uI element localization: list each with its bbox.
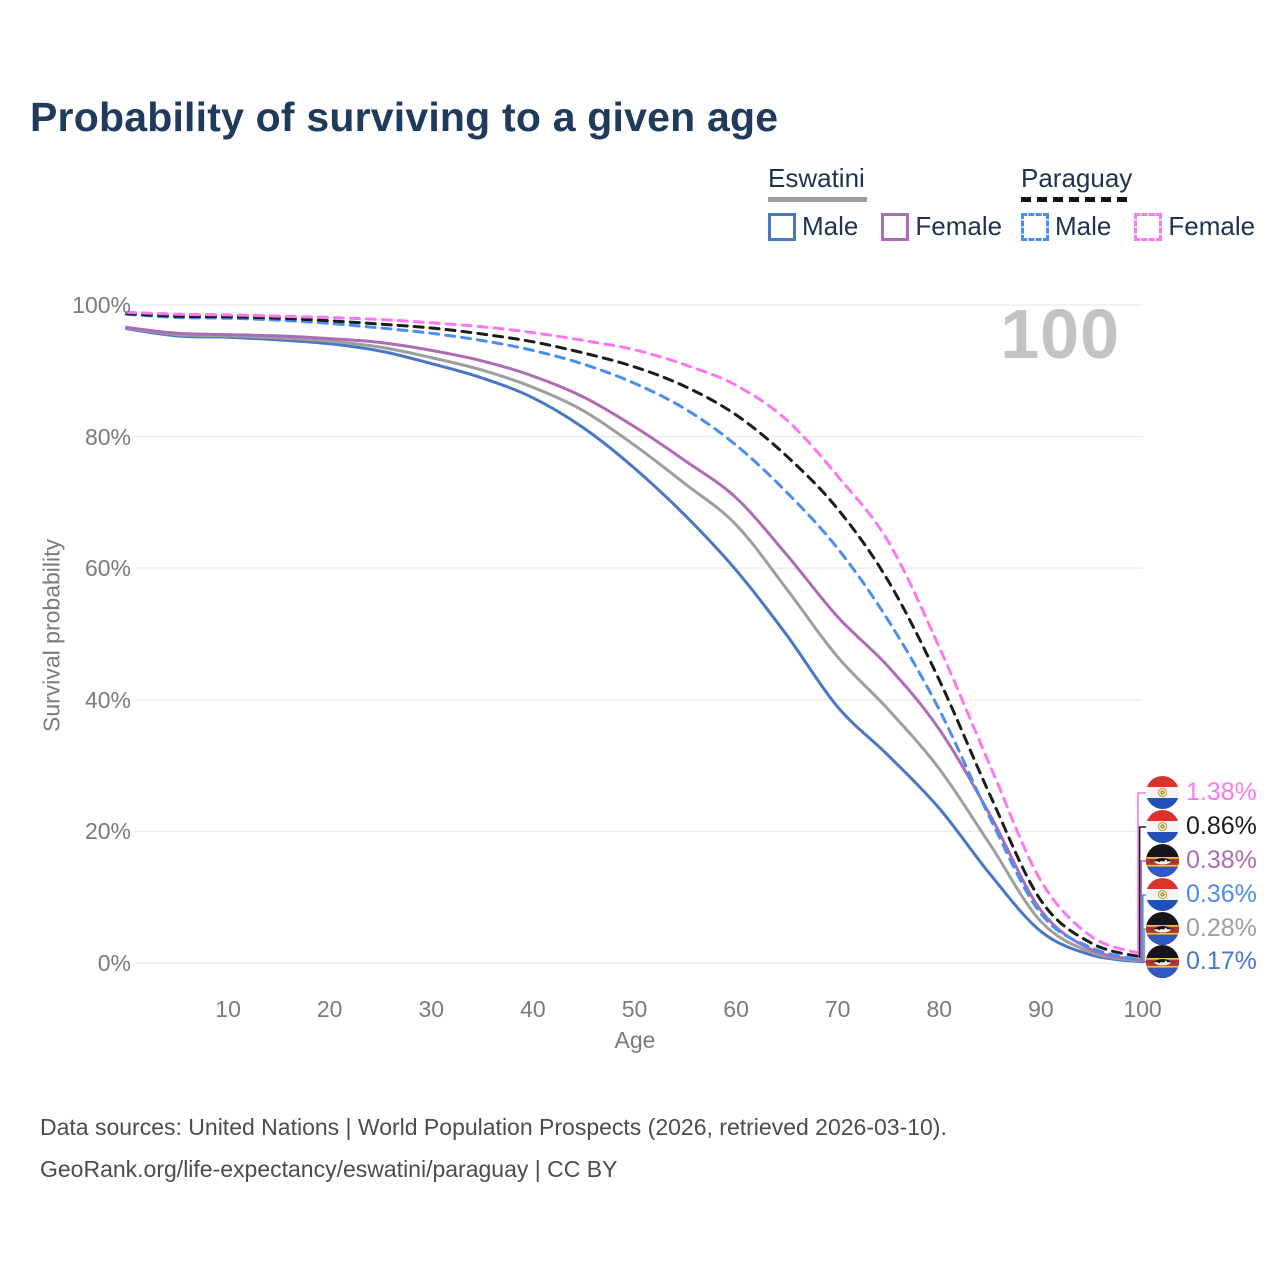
x-axis-tick-label: 40 (520, 996, 546, 1022)
y-axis-tick-label: 80% (84, 423, 131, 450)
x-axis-tick-label: 90 (1028, 996, 1054, 1022)
x-axis-tick-label: 30 (418, 996, 445, 1022)
x-axis-tick-label: 70 (824, 996, 851, 1022)
end-label-row-eswatini-both: 0.28% (1146, 912, 1257, 945)
end-label-value: 0.28% (1186, 914, 1257, 942)
legend-group-title-paraguay[interactable]: Paraguay (1021, 163, 1133, 193)
legend-item-paraguay-male[interactable]: Male (1021, 211, 1111, 242)
end-label-connector (1137, 792, 1146, 955)
y-axis-tick-label: 0% (97, 950, 131, 976)
x-axis-tick-label: 100 (1123, 996, 1162, 1022)
end-label-value: 0.36% (1186, 880, 1257, 908)
legend-item-label: Female (915, 211, 1003, 241)
series-line-eswatini-female-female[interactable] (125, 325, 1144, 962)
legend-group-title-eswatini[interactable]: Eswatini (768, 163, 865, 193)
x-axis-tick-label: 50 (621, 996, 648, 1022)
y-axis-tick-label: 60% (84, 555, 131, 582)
series-line-paraguay-male-male[interactable] (125, 312, 1144, 963)
legend-item-eswatini-male[interactable]: Male (768, 211, 858, 242)
legend-item-label: Male (1055, 211, 1112, 241)
page-title: Probability of surviving to a given age (30, 94, 779, 140)
series-line-paraguay-both[interactable] (125, 312, 1144, 959)
end-label-value: 1.38% (1186, 778, 1257, 806)
watermark-age-100: 100 (1000, 295, 1120, 373)
y-axis-tick-label: 20% (84, 818, 131, 845)
x-axis-tick-label: 60 (723, 996, 749, 1022)
end-label-row-paraguay-female-female: 1.38% (1146, 776, 1257, 809)
footer-data-sources: Data sources: United Nations | World Pop… (40, 1114, 947, 1140)
eswatini-flag-icon (1146, 912, 1179, 945)
eswatini-male-swatch-icon (768, 212, 796, 241)
legend-item-eswatini-female[interactable]: Female (881, 211, 1002, 242)
end-label-row-paraguay-male-male: 0.36% (1146, 878, 1257, 911)
legend-group-eswatini: Eswatini Male Female (768, 163, 1002, 242)
x-axis-tick-label: 80 (926, 996, 953, 1022)
end-label-value: 0.38% (1186, 846, 1257, 874)
x-axis-title: Age (614, 1027, 656, 1053)
legend-group-paraguay: Paraguay Male Female (1021, 163, 1255, 242)
series-line-eswatini-both[interactable] (125, 326, 1144, 963)
legend-item-label: Female (1168, 211, 1256, 241)
end-label-value: 0.86% (1186, 812, 1257, 840)
legend-item-paraguay-female[interactable]: Female (1134, 211, 1255, 242)
y-axis-title: Survival probability (38, 538, 65, 733)
end-label-value: 0.17% (1186, 947, 1257, 975)
paraguay-flag-icon (1146, 776, 1179, 809)
x-axis-tick-label: 20 (316, 996, 343, 1022)
paraguay-male-swatch-icon (1021, 212, 1049, 241)
eswatini-solid-line-swatch (768, 197, 867, 202)
paraguay-flag-icon (1146, 810, 1179, 843)
eswatini-flag-icon (1146, 844, 1179, 877)
y-axis-tick-label: 40% (84, 686, 131, 713)
eswatini-flag-icon (1146, 945, 1179, 978)
series-line-paraguay-female-female[interactable] (125, 310, 1144, 956)
paraguay-dashed-line-swatch (1021, 197, 1127, 202)
eswatini-female-swatch-icon (881, 212, 910, 241)
chart-footer: Data sources: United Nations | World Pop… (40, 1106, 947, 1190)
y-axis-tick-label: 100% (72, 292, 131, 318)
footer-attribution: GeoRank.org/life-expectancy/eswatini/par… (40, 1156, 618, 1182)
end-label-row-paraguay-both: 0.86% (1146, 810, 1257, 843)
paraguay-female-swatch-icon (1134, 212, 1163, 241)
series-line-eswatini-male-male[interactable] (125, 327, 1144, 964)
x-axis-tick-label: 10 (215, 996, 241, 1022)
legend-item-label: Male (802, 211, 859, 241)
end-label-row-eswatini-male-male: 0.17% (1146, 945, 1257, 978)
paraguay-flag-icon (1146, 878, 1179, 911)
end-label-row-eswatini-female-female: 0.38% (1146, 844, 1257, 877)
